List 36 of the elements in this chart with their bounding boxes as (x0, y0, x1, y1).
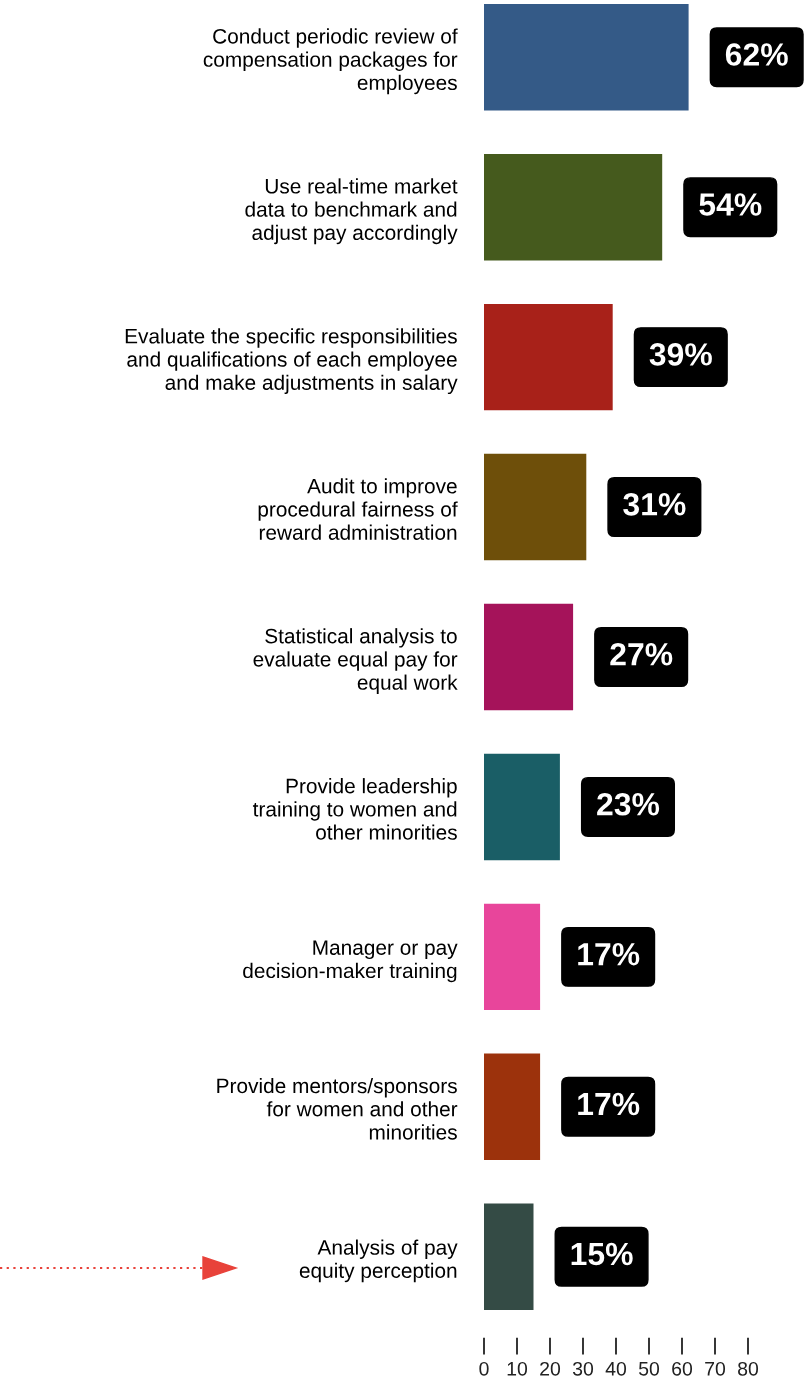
y-tick-label: Provide leadership training to women and other minorities (252, 778, 457, 840)
data-label: 15% (571, 1242, 633, 1266)
bar (484, 753, 560, 861)
bar (484, 1203, 534, 1310)
bar (484, 303, 613, 411)
y-tick-label: Statistical analysis to evaluate equal pay for equal work (253, 628, 458, 694)
bar (484, 1053, 541, 1161)
y-tick-label: Manager or pay decision-maker training (243, 940, 458, 983)
bar (484, 903, 541, 1011)
x-tick-label: 0 (479, 1361, 489, 1376)
y-tick-label: Audit to improve procedural fairness of reward administration (258, 478, 458, 540)
x-tick-label: 80 (738, 1361, 759, 1376)
bar (484, 153, 663, 261)
data-label: 39% (649, 343, 712, 366)
x-tick-label: 60 (672, 1361, 693, 1376)
data-label: 23% (597, 792, 660, 816)
x-tick-label: 50 (638, 1361, 660, 1376)
bar (484, 4, 689, 111)
x-tick-label: 20 (540, 1361, 561, 1376)
y-tick-label: Use real-time market data to benchmark and adjust pay accordingly (245, 178, 458, 245)
y-tick-label: Evaluate the specific responsibilities and qualifications of each employee and make adjustments in salary (125, 328, 458, 395)
x-tick-label: 40 (605, 1361, 627, 1376)
data-label: 62% (725, 43, 788, 66)
x-tick-label: 70 (705, 1361, 726, 1376)
data-label: 54% (699, 193, 762, 216)
x-tick-label: 10 (507, 1361, 528, 1376)
data-label: 31% (623, 493, 686, 516)
y-tick-label: Provide mentors/sponsors for women and other minorities (217, 1077, 458, 1140)
data-label: 17% (578, 942, 640, 966)
y-tick-label: Analysis of pay equity perception (299, 1239, 458, 1283)
y-tick-label: Conduct periodic review of compensation packages for employees (203, 28, 458, 95)
x-tick-label: 30 (572, 1361, 594, 1376)
data-label: 27% (610, 642, 673, 666)
bar (484, 603, 574, 711)
bar (484, 453, 587, 561)
data-label: 17% (578, 1092, 640, 1116)
